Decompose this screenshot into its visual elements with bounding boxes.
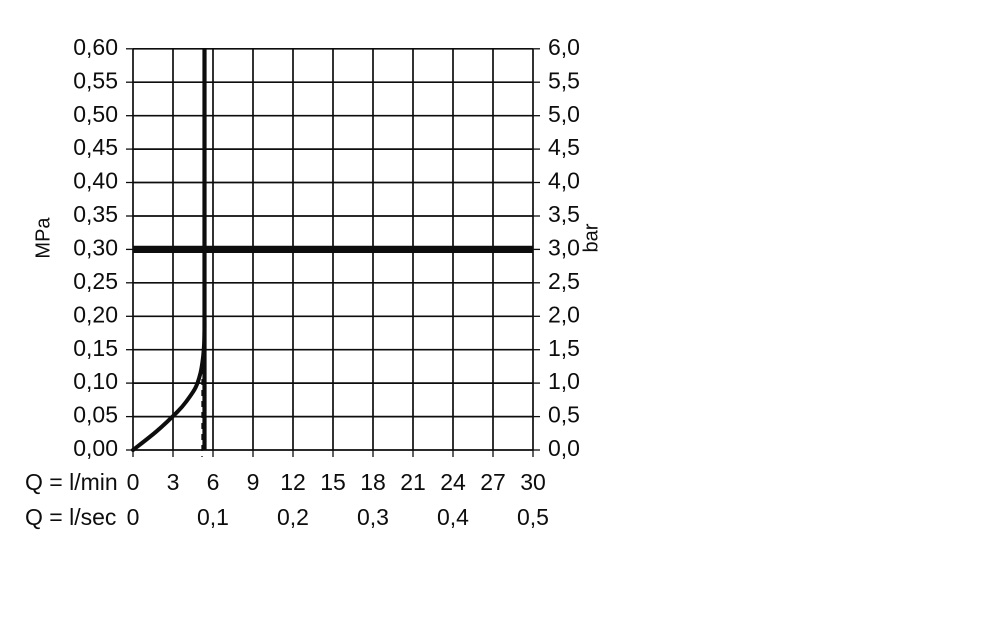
svg-text:3,5: 3,5 <box>548 201 580 227</box>
svg-text:Q = l/sec: Q = l/sec <box>25 504 116 530</box>
svg-text:9: 9 <box>247 469 260 495</box>
svg-text:2,0: 2,0 <box>548 301 580 327</box>
svg-text:0,60: 0,60 <box>73 34 118 60</box>
svg-text:21: 21 <box>400 469 426 495</box>
svg-text:0,5: 0,5 <box>517 504 549 530</box>
svg-text:6: 6 <box>207 469 220 495</box>
svg-text:MPa: MPa <box>32 217 54 259</box>
svg-text:0,3: 0,3 <box>357 504 389 530</box>
svg-text:0: 0 <box>127 504 140 530</box>
svg-text:0: 0 <box>127 469 140 495</box>
svg-text:0,00: 0,00 <box>73 435 118 461</box>
svg-text:0,55: 0,55 <box>73 67 118 93</box>
svg-text:6,0: 6,0 <box>548 34 580 60</box>
svg-text:0,25: 0,25 <box>73 268 118 294</box>
svg-text:0,35: 0,35 <box>73 201 118 227</box>
svg-text:4,0: 4,0 <box>548 168 580 194</box>
svg-text:0,40: 0,40 <box>73 168 118 194</box>
svg-text:15: 15 <box>320 469 346 495</box>
svg-text:27: 27 <box>480 469 506 495</box>
svg-text:5,0: 5,0 <box>548 101 580 127</box>
svg-text:0,10: 0,10 <box>73 368 118 394</box>
svg-text:24: 24 <box>440 469 466 495</box>
svg-text:0,20: 0,20 <box>73 301 118 327</box>
svg-text:5,5: 5,5 <box>548 67 580 93</box>
svg-text:30: 30 <box>520 469 546 495</box>
svg-text:2,5: 2,5 <box>548 268 580 294</box>
svg-text:4,5: 4,5 <box>548 134 580 160</box>
svg-text:1,5: 1,5 <box>548 335 580 361</box>
svg-text:0,1: 0,1 <box>197 504 229 530</box>
svg-text:bar: bar <box>580 223 602 252</box>
svg-text:3,0: 3,0 <box>548 234 580 260</box>
svg-text:0,5: 0,5 <box>548 402 580 428</box>
svg-text:18: 18 <box>360 469 386 495</box>
svg-text:12: 12 <box>280 469 306 495</box>
svg-text:3: 3 <box>167 469 180 495</box>
svg-text:0,45: 0,45 <box>73 134 118 160</box>
svg-text:0,15: 0,15 <box>73 335 118 361</box>
svg-text:0,30: 0,30 <box>73 234 118 260</box>
svg-text:Q = l/min: Q = l/min <box>25 469 118 495</box>
svg-text:0,0: 0,0 <box>548 435 580 461</box>
svg-text:0,4: 0,4 <box>437 504 469 530</box>
svg-text:1,0: 1,0 <box>548 368 580 394</box>
svg-text:0,05: 0,05 <box>73 402 118 428</box>
svg-text:0,50: 0,50 <box>73 101 118 127</box>
svg-text:0,2: 0,2 <box>277 504 309 530</box>
